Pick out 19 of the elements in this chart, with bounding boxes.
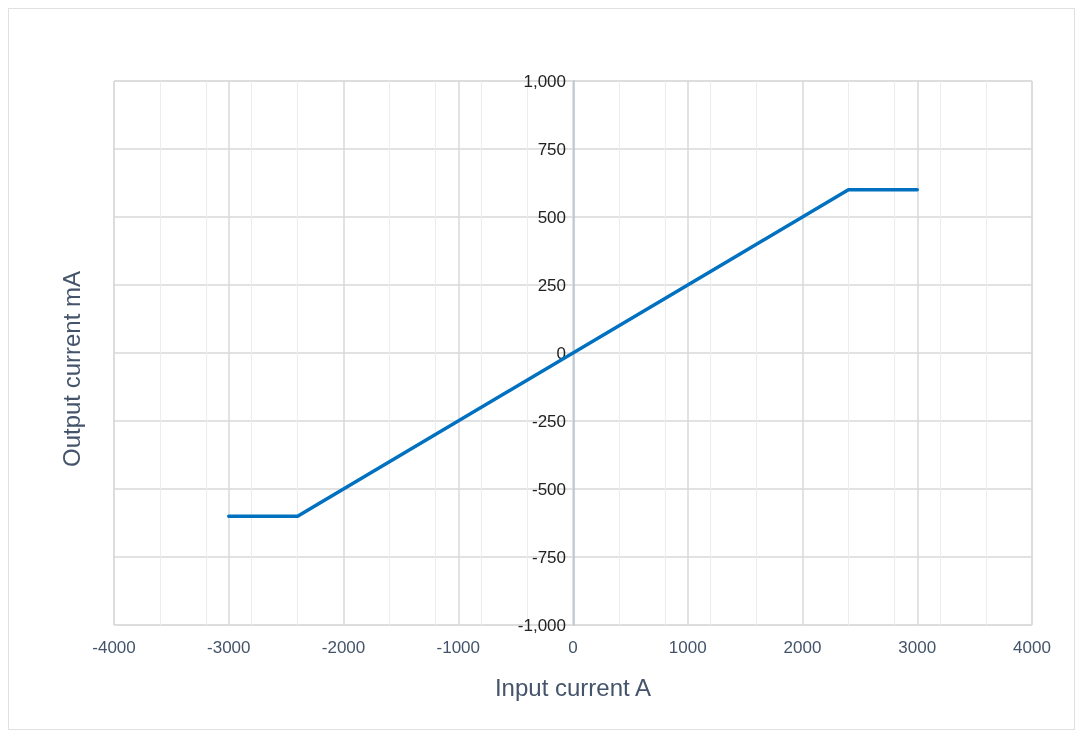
x-tick-label: -2000 xyxy=(321,638,366,657)
x-tick-label: 2000 xyxy=(783,638,822,657)
y-tick-label: -750 xyxy=(531,547,566,567)
x-tick-label: 0 xyxy=(568,638,578,657)
y-tick-label: -1,000 xyxy=(517,615,566,635)
x-axis-title: Input current A xyxy=(494,673,652,701)
y-tick-label: 1,000 xyxy=(523,71,566,91)
y-tick-label: -250 xyxy=(531,411,566,431)
x-tick-label: 3000 xyxy=(898,638,937,657)
x-tick-label: -3000 xyxy=(207,638,251,657)
x-tick-label: -1000 xyxy=(436,638,480,657)
y-tick-label: 750 xyxy=(537,139,566,159)
y-tick-label: -500 xyxy=(531,479,566,499)
x-tick-label: -4000 xyxy=(92,638,136,657)
x-tick-label: 4000 xyxy=(1013,638,1051,657)
y-axis-title: Output current mA xyxy=(57,270,85,468)
y-tick-label: 500 xyxy=(537,207,566,227)
x-tick-label: 1000 xyxy=(668,638,707,657)
y-tick-label: 250 xyxy=(537,275,566,295)
